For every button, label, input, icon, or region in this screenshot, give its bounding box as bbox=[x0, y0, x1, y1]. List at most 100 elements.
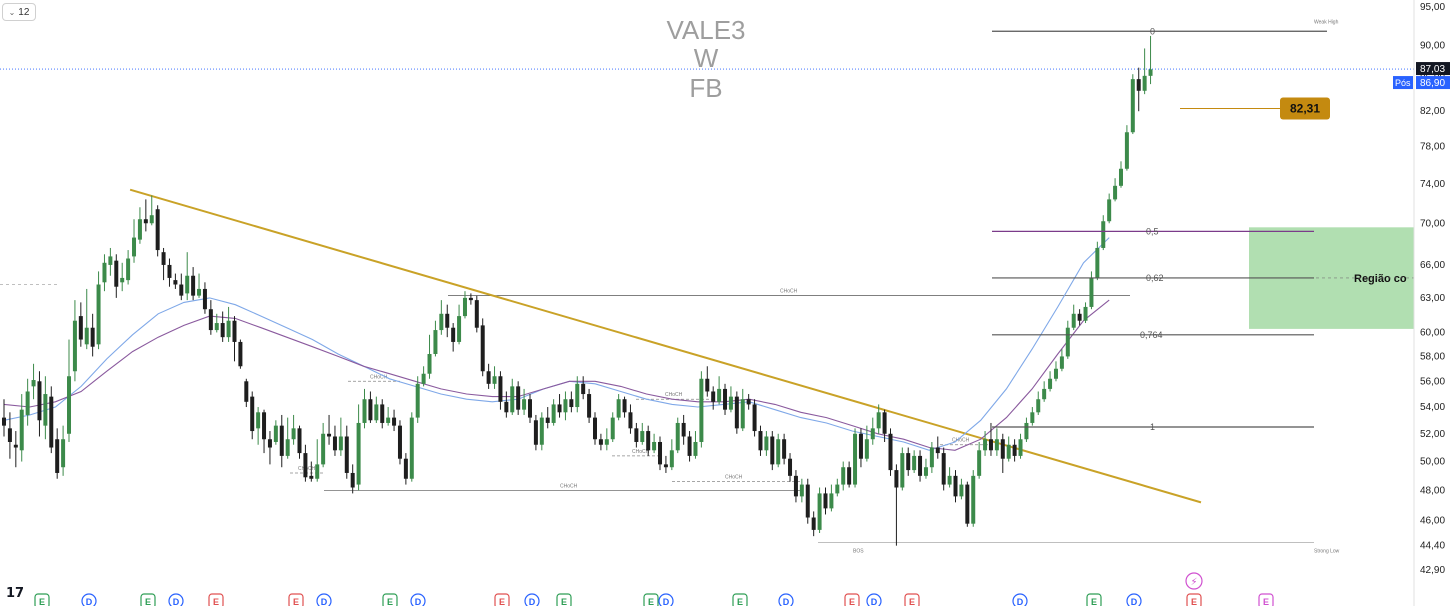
event-earnings-icon[interactable] bbox=[1258, 593, 1274, 606]
candle-body bbox=[238, 341, 243, 367]
candle-body bbox=[232, 320, 237, 342]
candle-body bbox=[977, 450, 982, 476]
candle-body bbox=[894, 470, 899, 488]
candle-body bbox=[61, 439, 66, 468]
candle-body bbox=[1113, 185, 1118, 200]
event-dividend-icon[interactable] bbox=[658, 593, 674, 606]
candle-body bbox=[1101, 221, 1106, 248]
event-dividend-icon[interactable] bbox=[410, 593, 426, 606]
event-earnings-icon[interactable] bbox=[288, 593, 304, 606]
event-earnings-icon[interactable] bbox=[140, 593, 156, 606]
candle-body bbox=[2, 417, 6, 426]
event-earnings-icon[interactable] bbox=[34, 593, 50, 606]
candle-body bbox=[569, 399, 574, 408]
candle-body bbox=[273, 425, 278, 442]
candle-body bbox=[811, 517, 816, 530]
candle-body bbox=[504, 401, 509, 413]
watermark-symbol: VALE3 bbox=[666, 15, 745, 45]
event-label: E bbox=[293, 597, 299, 606]
candle-body bbox=[953, 475, 958, 497]
event-earnings-icon[interactable] bbox=[556, 593, 572, 606]
event-earnings-icon[interactable] bbox=[643, 593, 659, 606]
event-dividend-icon[interactable] bbox=[866, 593, 882, 606]
event-dividend-icon[interactable] bbox=[778, 593, 794, 606]
candle-body bbox=[197, 288, 202, 296]
candle-body bbox=[72, 320, 77, 372]
candle-body bbox=[208, 309, 213, 331]
interval-selector-label: 12 bbox=[18, 6, 30, 18]
candle-body bbox=[770, 436, 775, 465]
event-earnings-icon[interactable] bbox=[904, 593, 920, 606]
candle-body bbox=[338, 436, 343, 451]
candle-body bbox=[717, 388, 722, 402]
event-dividend-icon[interactable] bbox=[1126, 593, 1142, 606]
event-label: E bbox=[648, 597, 654, 606]
candle-body bbox=[486, 371, 491, 384]
candle-body bbox=[711, 391, 716, 402]
fib-level-label: 1 bbox=[1150, 422, 1155, 432]
event-label: D bbox=[871, 597, 878, 606]
tradingview-logo-icon: 17 bbox=[6, 586, 25, 601]
candle-body bbox=[132, 237, 137, 257]
event-earnings-icon[interactable] bbox=[382, 593, 398, 606]
event-earnings-icon[interactable] bbox=[1186, 593, 1202, 606]
candle-body bbox=[362, 399, 367, 423]
candle-body bbox=[149, 215, 154, 224]
event-dividend-icon[interactable] bbox=[1012, 593, 1028, 606]
event-earnings-icon[interactable] bbox=[208, 593, 224, 606]
candle-body bbox=[764, 436, 769, 451]
event-dividend-icon[interactable] bbox=[168, 593, 184, 606]
event-dividend-icon[interactable] bbox=[524, 593, 540, 606]
candle-body bbox=[1018, 439, 1023, 456]
candle-body bbox=[782, 439, 787, 459]
candle-body bbox=[386, 417, 391, 423]
candle-body bbox=[179, 284, 184, 296]
candle-body bbox=[356, 422, 361, 485]
candle-body bbox=[1012, 444, 1017, 456]
candle-body bbox=[167, 264, 172, 278]
candle-body bbox=[327, 433, 332, 437]
lightning-icon[interactable] bbox=[1185, 572, 1203, 590]
candle-body bbox=[415, 383, 420, 418]
candle-body bbox=[882, 412, 887, 434]
candle-body bbox=[368, 399, 373, 421]
price-axis-tick: 78,00 bbox=[1420, 142, 1445, 153]
candle-body bbox=[616, 399, 621, 418]
candle-body bbox=[55, 439, 60, 473]
event-dividend-icon[interactable] bbox=[316, 593, 332, 606]
candle-body bbox=[575, 383, 580, 408]
price-label-box bbox=[1280, 97, 1330, 120]
candle-body bbox=[545, 417, 550, 423]
candle-body bbox=[959, 484, 964, 497]
candle-body bbox=[143, 219, 148, 224]
candle-body bbox=[788, 458, 793, 476]
event-earnings-icon[interactable] bbox=[1086, 593, 1102, 606]
candle-body bbox=[321, 433, 326, 465]
candle-body bbox=[658, 441, 663, 465]
candle-body bbox=[49, 396, 54, 448]
interval-selector-button[interactable]: ⌄ 12 bbox=[2, 3, 36, 21]
candle-body bbox=[593, 417, 597, 440]
candle-body bbox=[214, 323, 219, 331]
event-earnings-icon[interactable] bbox=[732, 593, 748, 606]
event-earnings-icon[interactable] bbox=[494, 593, 510, 606]
event-label: D bbox=[415, 597, 422, 606]
candle-body bbox=[226, 320, 231, 338]
candle-body bbox=[923, 467, 928, 476]
choch-label: CHoCH bbox=[725, 475, 743, 481]
candle-body bbox=[705, 378, 710, 392]
candle-body bbox=[858, 433, 863, 459]
candle-body bbox=[445, 313, 450, 328]
candle-body bbox=[799, 484, 804, 497]
price-axis-tick: 66,00 bbox=[1420, 260, 1445, 271]
event-earnings-icon[interactable] bbox=[844, 593, 860, 606]
candle-body bbox=[409, 417, 414, 479]
candle-body bbox=[474, 300, 479, 328]
position-badge-label: Pós bbox=[1395, 78, 1411, 88]
event-label: E bbox=[849, 597, 855, 606]
event-dividend-icon[interactable] bbox=[81, 593, 97, 606]
choch-label: CHoCH bbox=[560, 483, 578, 489]
candle-body bbox=[120, 277, 125, 283]
candle-body bbox=[344, 436, 349, 473]
